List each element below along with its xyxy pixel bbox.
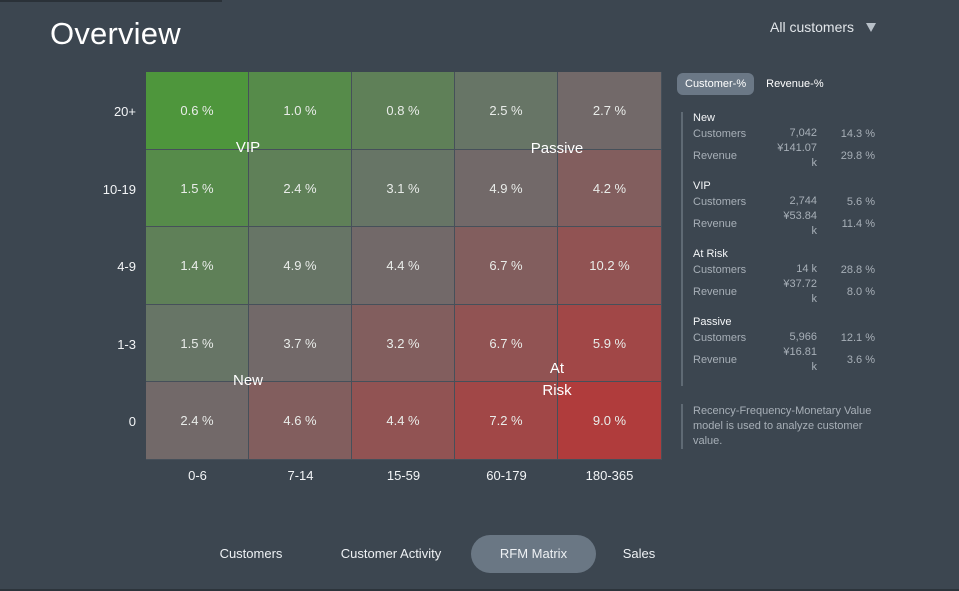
matrix-cell[interactable]: 4.2 %: [558, 150, 662, 227]
top-divider: [0, 0, 222, 2]
revenue-value: ¥37.72 k: [783, 278, 817, 305]
nav-tab-rfm-matrix[interactable]: RFM Matrix: [471, 535, 596, 573]
revenue-pct-toggle[interactable]: Revenue-%: [766, 78, 824, 90]
revenue-row: Revenue ¥141.07 k 29.8 %: [693, 141, 893, 171]
revenue-percent: 29.8 %: [840, 150, 875, 162]
customers-label: Customers: [693, 127, 747, 140]
rfm-matrix: 0.6 % 1.0 % 0.8 % 2.5 % 2.7 % 1.5 % 2.4 % 3.1 %…: [146, 72, 662, 460]
matrix-cell[interactable]: 0.8 %: [352, 72, 455, 150]
matrix-cell[interactable]: 2.4 %: [146, 382, 249, 460]
matrix-cell[interactable]: 6.7 %: [455, 227, 558, 305]
metric-toggle: Customer-% Revenue-%: [677, 73, 832, 95]
matrix-cell[interactable]: 0.6 %: [146, 72, 249, 150]
revenue-percent: 11.4 %: [841, 218, 875, 230]
bottom-divider: [0, 589, 959, 591]
revenue-label: Revenue: [693, 354, 738, 366]
customers-label: Customers: [693, 263, 747, 276]
customers-row: Customers 5,966 12.1 %: [693, 330, 893, 345]
customers-percent: 12.1 %: [840, 331, 875, 344]
customer-filter-dropdown[interactable]: All customers: [770, 19, 877, 35]
y-label-4-9: 4-9: [117, 259, 136, 274]
matrix-cell[interactable]: 4.4 %: [352, 227, 455, 305]
y-label-0: 0: [128, 414, 136, 429]
nav-tab-customer-activity[interactable]: Customer Activity: [340, 546, 442, 561]
segment-summary-new: New Customers 7,042 14.3 % Revenue ¥141.…: [693, 112, 893, 171]
customers-value: 14 k: [796, 263, 817, 275]
matrix-cell[interactable]: 1.5 %: [146, 150, 249, 227]
matrix-cell[interactable]: 4.9 %: [249, 227, 352, 305]
revenue-label: Revenue: [693, 286, 738, 298]
y-label-1-3: 1-3: [117, 337, 136, 352]
matrix-cell[interactable]: 2.7 %: [558, 72, 662, 150]
customers-percent: 28.8 %: [840, 263, 875, 276]
x-label-15-59: 15-59: [386, 468, 421, 483]
matrix-cell[interactable]: 9.0 %: [558, 382, 662, 460]
matrix-cell[interactable]: 2.4 %: [249, 150, 352, 227]
nav-tab-customers[interactable]: Customers: [219, 546, 283, 561]
revenue-row: Revenue ¥53.84 k 11.4 %: [693, 209, 893, 239]
customers-value: 7,042: [789, 127, 817, 139]
matrix-cell[interactable]: 7.2 %: [455, 382, 558, 460]
customers-row: Customers 7,042 14.3 %: [693, 126, 893, 141]
customers-label: Customers: [693, 331, 747, 344]
x-label-180-365: 180-365: [585, 468, 634, 483]
segment-summary-at-risk: At Risk Customers 14 k 28.8 % Revenue ¥3…: [693, 248, 893, 307]
matrix-cell[interactable]: 1.0 %: [249, 72, 352, 150]
nav-tab-sales[interactable]: Sales: [622, 546, 656, 561]
customers-row: Customers 14 k 28.8 %: [693, 262, 893, 277]
matrix-cell[interactable]: 1.4 %: [146, 227, 249, 305]
caret-down-icon: [866, 22, 877, 32]
revenue-value: ¥53.84 k: [783, 210, 817, 237]
segment-name: VIP: [693, 180, 711, 192]
segment-summary-passive: Passive Customers 5,966 12.1 % Revenue ¥…: [693, 316, 893, 375]
x-label-7-14: 7-14: [287, 468, 314, 483]
revenue-row: Revenue ¥16.81 k 3.6 %: [693, 345, 893, 375]
matrix-cell[interactable]: 1.5 %: [146, 305, 249, 382]
matrix-cell[interactable]: 4.9 %: [455, 150, 558, 227]
customers-value: 5,966: [789, 331, 817, 343]
customers-row: Customers 2,744 5.6 %: [693, 194, 893, 209]
y-label-10-19: 10-19: [102, 182, 136, 197]
customers-value: 2,744: [789, 195, 817, 207]
matrix-cell[interactable]: 3.2 %: [352, 305, 455, 382]
matrix-cell[interactable]: 2.5 %: [455, 72, 558, 150]
segment-name: Passive: [693, 316, 732, 328]
matrix-cell[interactable]: 4.6 %: [249, 382, 352, 460]
revenue-value: ¥16.81 k: [783, 346, 817, 373]
matrix-cell[interactable]: 5.9 %: [558, 305, 662, 382]
matrix-cell[interactable]: 3.7 %: [249, 305, 352, 382]
matrix-cell[interactable]: 3.1 %: [352, 150, 455, 227]
matrix-cell[interactable]: 10.2 %: [558, 227, 662, 305]
revenue-value: ¥141.07 k: [777, 142, 817, 169]
matrix-cell[interactable]: 4.4 %: [352, 382, 455, 460]
x-label-0-6: 0-6: [188, 468, 207, 483]
revenue-percent: 8.0 %: [846, 286, 875, 298]
segment-name: New: [693, 112, 716, 124]
rfm-description: Recency-Frequency-Monetary Value model i…: [681, 404, 893, 449]
customers-percent: 5.6 %: [846, 195, 875, 208]
revenue-label: Revenue: [693, 218, 738, 230]
bottom-nav: Customers Customer Activity RFM Matrix S…: [0, 535, 959, 573]
segment-summary-panel: New Customers 7,042 14.3 % Revenue ¥141.…: [681, 112, 893, 386]
customers-label: Customers: [693, 195, 747, 208]
revenue-percent: 3.6 %: [846, 354, 875, 366]
customers-percent: 14.3 %: [840, 127, 875, 140]
customer-pct-toggle[interactable]: Customer-%: [677, 73, 755, 95]
segment-summary-vip: VIP Customers 2,744 5.6 % Revenue ¥53.84…: [693, 180, 893, 239]
matrix-cell[interactable]: 6.7 %: [455, 305, 558, 382]
customer-filter-label: All customers: [770, 19, 855, 35]
revenue-label: Revenue: [693, 150, 738, 162]
revenue-row: Revenue ¥37.72 k 8.0 %: [693, 277, 893, 307]
y-label-20-plus: 20+: [113, 104, 136, 119]
page-title: Overview: [50, 16, 181, 51]
segment-name: At Risk: [693, 248, 728, 260]
x-label-60-179: 60-179: [486, 468, 527, 483]
